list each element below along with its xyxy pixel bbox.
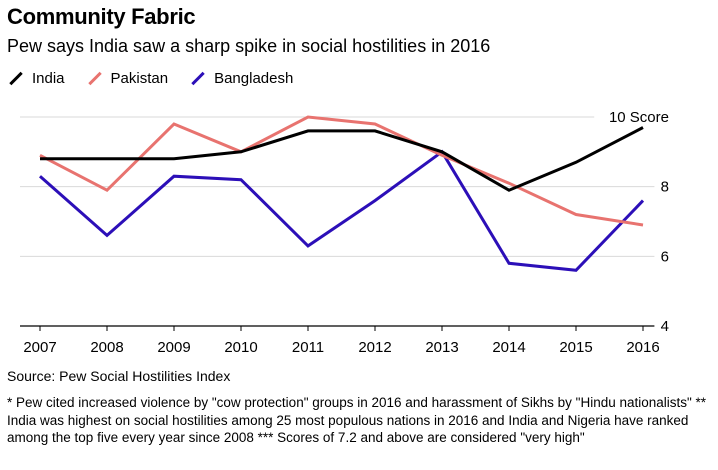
x-tick-label-2014: 2014 [492,339,525,356]
y-tick-label-bg-10 [594,106,671,126]
series-line-india [40,126,644,192]
x-tick-label-2015: 2015 [559,339,592,356]
y-tick-label-bg-4 [654,315,671,335]
legend-swatch-india [9,71,23,86]
x-tick-label-2009: 2009 [157,339,190,356]
series-line-pakistan [39,115,644,227]
legend-label-bangladesh: Bangladesh [214,70,294,87]
x-tick-label-2011: 2011 [292,339,324,356]
legend-label-pakistan: Pakistan [110,70,169,87]
chart-title: Community Fabric [7,4,196,29]
y-tick-label-6: 6 [661,248,669,265]
legend-item-pakistan: Pakistan [87,70,169,87]
y-tick-label-4: 4 [661,318,669,335]
legend-item-india: India [8,70,65,87]
legend: India Pakistan Bangladesh [8,70,315,87]
series-line-bangladesh [39,149,645,272]
y-tick-label-8: 8 [661,179,669,196]
y-tick-label-bg-6 [654,245,671,266]
y-tick-label-bg-8 [654,175,671,196]
legend-label-india: India [32,70,65,87]
x-tick-label-2016: 2016 [626,339,659,356]
legend-item-bangladesh: Bangladesh [190,70,293,87]
x-tick-label-2008: 2008 [90,339,123,356]
x-tick-label-2007: 2007 [23,339,56,356]
chart-subtitle: Pew says India saw a sharp spike in soci… [7,36,491,56]
x-tick-label-2013: 2013 [425,339,458,356]
y-tick-label-10: 10 Score [609,109,669,126]
footnote: * Pew cited increased violence by "cow p… [7,395,707,445]
x-tick-label-2010: 2010 [224,339,257,356]
line-chart: 10 Score 8 6 4 2007 2008 2009 2010 2011 2012 2013 2… [20,106,671,356]
legend-swatch-bangladesh [191,71,205,86]
source-note: Source: Pew Social Hostilities Index [7,368,231,384]
legend-swatch-pakistan [87,71,102,86]
x-tick-label-2012: 2012 [358,339,391,356]
